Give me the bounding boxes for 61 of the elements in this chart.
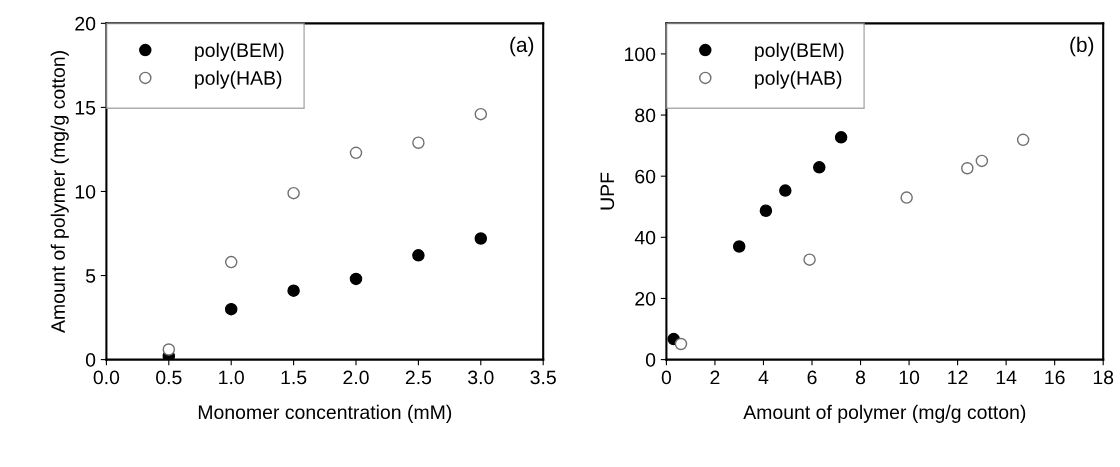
- x-axis-title: Amount of polymer (mg/g cotton): [743, 404, 1026, 423]
- y-tick-label: 80: [635, 108, 656, 123]
- point: [759, 204, 773, 217]
- x-tick-label: 2: [710, 370, 720, 385]
- x-tick-label: 3.0: [468, 370, 494, 385]
- y-tick-label: 0: [85, 353, 96, 367]
- x-tick-label: 16: [1045, 370, 1065, 385]
- point: [474, 232, 488, 245]
- y-axis-title: UPF: [600, 172, 615, 210]
- x-tick-label: 10: [899, 370, 920, 385]
- point: [474, 107, 488, 121]
- point: [162, 343, 176, 356]
- point: [224, 302, 238, 316]
- legend-label: poly(BEM): [195, 42, 284, 61]
- y-tick-label: 60: [635, 169, 656, 184]
- x-tick-label: 0.5: [156, 370, 182, 385]
- y-tick-label: 10: [75, 184, 96, 199]
- x-tick-label: 0.0: [93, 370, 120, 385]
- x-tick-label: 3.5: [530, 370, 556, 385]
- x-tick-label: 1.5: [281, 370, 307, 385]
- x-tick-label: 1.0: [219, 370, 244, 385]
- y-tick-label: 15: [75, 101, 96, 115]
- x-tick-label: 0: [661, 370, 672, 385]
- y-tick-label: 40: [634, 230, 656, 245]
- y-tick-label: 100: [625, 47, 656, 62]
- point: [732, 240, 746, 253]
- point: [834, 131, 848, 144]
- point: [803, 253, 816, 266]
- legend-label: poly(BEM): [755, 42, 844, 61]
- annotation: (a): [510, 36, 534, 57]
- point: [813, 161, 826, 174]
- point: [900, 191, 913, 204]
- point: [412, 249, 425, 262]
- y-tick-label: 5: [85, 269, 96, 283]
- x-tick-label: 18: [1093, 370, 1114, 385]
- point: [1016, 133, 1030, 147]
- legend-label: poly(HAB): [755, 70, 842, 89]
- y-axis-title: Amount of polymer (mg/g cotton): [50, 51, 69, 333]
- x-tick-label: 2.5: [405, 370, 432, 385]
- x-tick-label: 12: [948, 370, 968, 385]
- legend-label: poly(HAB): [195, 70, 282, 89]
- x-tick-label: 4: [758, 370, 769, 385]
- point: [287, 284, 300, 297]
- point: [779, 184, 792, 197]
- point: [975, 154, 989, 168]
- y-tick-label: 0: [645, 353, 656, 367]
- y-tick-label: 20: [75, 16, 96, 31]
- point: [674, 337, 688, 351]
- y-tick-label: 20: [635, 291, 656, 306]
- point: [961, 161, 974, 175]
- point: [287, 186, 300, 200]
- annotation: (b): [1070, 36, 1094, 57]
- x-tick-label: 2.0: [343, 370, 369, 385]
- x-tick-label: 8: [855, 370, 866, 385]
- x-tick-label: 14: [996, 370, 1017, 385]
- x-tick-label: 6: [807, 370, 817, 385]
- point: [412, 136, 425, 149]
- x-axis-title: Monomer concentration (mM): [198, 404, 452, 423]
- point: [224, 255, 238, 269]
- point: [349, 272, 363, 286]
- point: [349, 146, 363, 160]
